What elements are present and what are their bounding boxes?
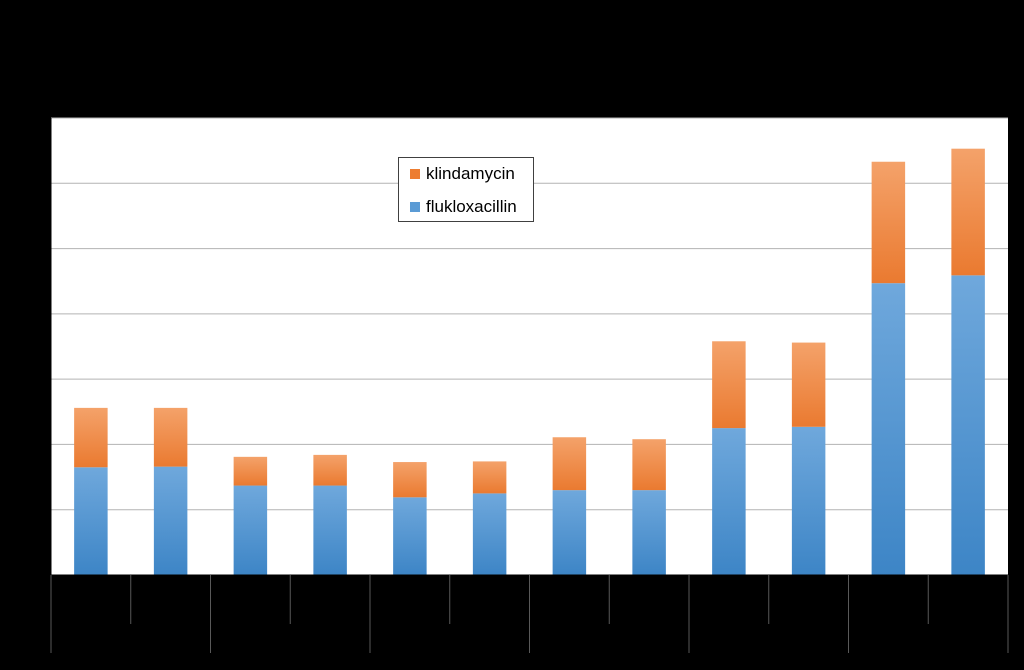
bar-klindamycin-2 <box>153 407 188 467</box>
bar-flukloxacillin-9 <box>712 428 746 575</box>
bar-flukloxacillin-8 <box>632 490 666 575</box>
bar-klindamycin-1 <box>74 407 108 468</box>
legend-swatch-klindamycin <box>410 169 420 179</box>
bar-klindamycin-10 <box>791 342 826 427</box>
bar-flukloxacillin-4 <box>313 485 347 575</box>
bar-klindamycin-7 <box>552 437 587 491</box>
bar-klindamycin-8 <box>632 439 666 491</box>
bar-flukloxacillin-2 <box>153 466 188 575</box>
legend: klindamycin flukloxacillin <box>398 157 534 222</box>
bar-flukloxacillin-11 <box>871 283 906 575</box>
bar-flukloxacillin-6 <box>472 493 507 575</box>
bar-flukloxacillin-1 <box>74 467 108 575</box>
legend-item-klindamycin: klindamycin <box>410 164 515 184</box>
bar-flukloxacillin-7 <box>552 490 587 575</box>
bar-klindamycin-6 <box>472 461 507 494</box>
legend-label-klindamycin: klindamycin <box>426 164 515 183</box>
bar-klindamycin-3 <box>233 456 268 486</box>
legend-item-flukloxacillin: flukloxacillin <box>410 197 517 217</box>
legend-label-flukloxacillin: flukloxacillin <box>426 197 517 216</box>
bar-klindamycin-11 <box>871 161 906 284</box>
legend-swatch-flukloxacillin <box>410 202 420 212</box>
bar-klindamycin-4 <box>313 454 347 486</box>
bar-flukloxacillin-3 <box>233 485 268 575</box>
bars <box>74 148 985 575</box>
bar-klindamycin-12 <box>951 148 985 276</box>
bar-flukloxacillin-12 <box>951 275 985 575</box>
bar-klindamycin-5 <box>393 462 427 498</box>
bar-flukloxacillin-5 <box>393 497 427 575</box>
bar-flukloxacillin-10 <box>791 426 826 575</box>
axes <box>45 117 1009 653</box>
bar-klindamycin-9 <box>712 341 746 429</box>
